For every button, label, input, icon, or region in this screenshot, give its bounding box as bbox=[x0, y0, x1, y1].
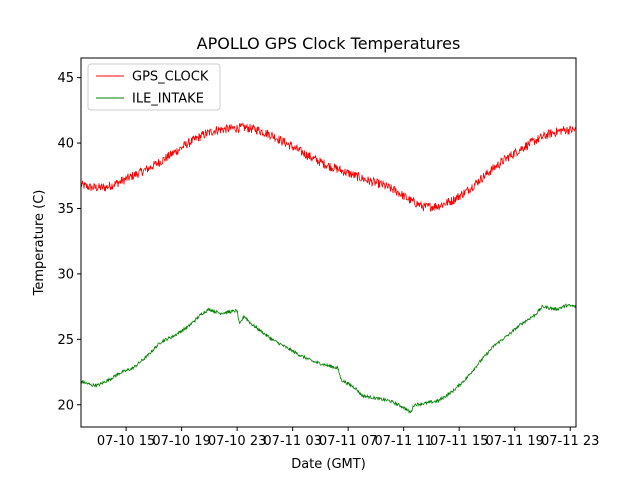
y-tick-label: 35 bbox=[57, 202, 74, 217]
x-tick-label: 07-10 19 bbox=[152, 434, 210, 449]
series-line-ile-intake bbox=[81, 303, 576, 415]
y-axis-label: Temperature (C) bbox=[32, 190, 47, 297]
y-tick-label: 20 bbox=[57, 398, 74, 413]
legend: GPS_CLOCK ILE_INTAKE bbox=[87, 63, 221, 111]
x-tick-label: 07-11 11 bbox=[374, 434, 432, 449]
x-axis-label: Date (GMT) bbox=[291, 457, 366, 472]
y-axis-ticks: 20 25 30 35 40 45 bbox=[57, 71, 81, 413]
series-layer bbox=[81, 122, 576, 415]
y-tick-label: 40 bbox=[57, 137, 74, 152]
x-tick-label: 07-11 15 bbox=[430, 434, 488, 449]
x-tick-label: 07-11 07 bbox=[319, 434, 377, 449]
legend-label-gps-clock: GPS_CLOCK bbox=[132, 70, 209, 85]
chart-title: APOLLO GPS Clock Temperatures bbox=[197, 34, 461, 53]
x-tick-label: 07-10 23 bbox=[208, 434, 266, 449]
series-line-gps-clock bbox=[81, 122, 576, 212]
x-tick-label: 07-10 15 bbox=[97, 434, 155, 449]
plot-frame bbox=[80, 57, 577, 428]
y-tick-label: 25 bbox=[57, 333, 74, 348]
x-tick-label: 07-11 03 bbox=[263, 434, 321, 449]
x-tick-label: 07-11 19 bbox=[485, 434, 543, 449]
y-tick-label: 30 bbox=[57, 267, 74, 282]
legend-label-ile-intake: ILE_INTAKE bbox=[132, 92, 204, 107]
x-tick-label: 07-11 23 bbox=[541, 434, 599, 449]
y-tick-label: 45 bbox=[57, 71, 74, 86]
